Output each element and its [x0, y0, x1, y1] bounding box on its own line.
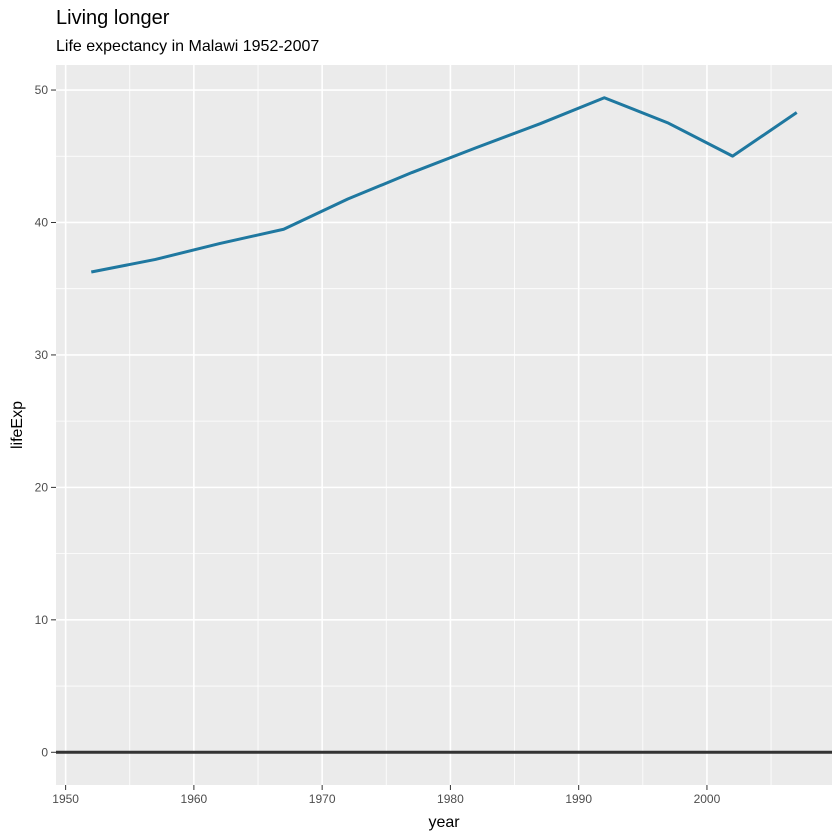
- minor-gridlines: [56, 65, 832, 785]
- y-tick-label: 30: [35, 348, 49, 362]
- x-tick-label: 1960: [181, 792, 208, 806]
- y-tick-label: 20: [35, 480, 49, 494]
- x-axis-label: year: [428, 814, 460, 831]
- y-tick-label: 10: [35, 613, 49, 627]
- series-layer: [90, 96, 798, 274]
- x-tick-label: 1950: [52, 792, 79, 806]
- y-axis-label: lifeExp: [9, 401, 26, 449]
- y-tick-label: 0: [41, 745, 48, 759]
- chart-title: Living longer: [56, 7, 170, 29]
- x-tick-label: 1970: [309, 792, 336, 806]
- x-tick-label: 2000: [694, 792, 721, 806]
- y-tick-label: 50: [35, 83, 49, 97]
- chart-subtitle: Life expectancy in Malawi 1952-2007: [56, 38, 319, 55]
- y-axis: 0 10 20 30 40 50: [35, 83, 56, 759]
- plot-panel: [56, 65, 832, 785]
- x-axis: 1950 1960 1970 1980 1990 2000: [52, 785, 721, 806]
- x-tick-label: 1990: [565, 792, 592, 806]
- y-tick-label: 40: [35, 215, 49, 229]
- x-tick-label: 1980: [437, 792, 464, 806]
- lifeexp-series-line: [90, 96, 798, 274]
